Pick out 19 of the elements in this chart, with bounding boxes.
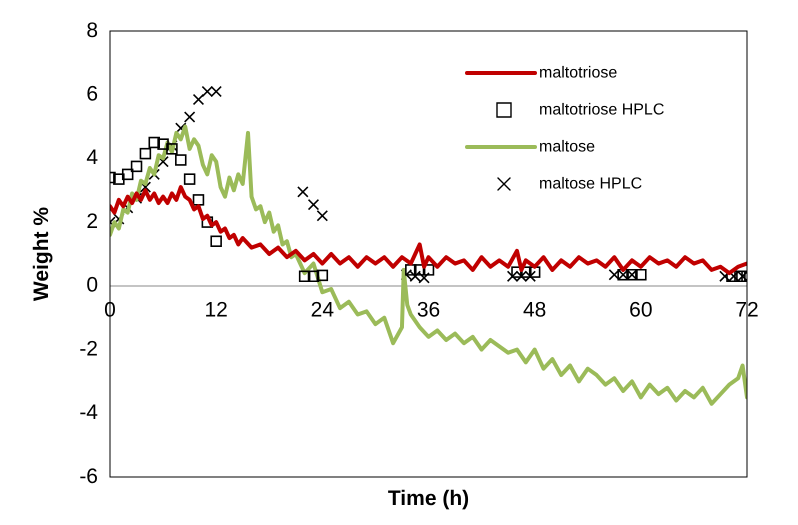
legend-label: maltotriose [539,64,618,82]
x-tick-label: 48 [522,298,546,322]
x-tick-label: 24 [310,298,334,322]
y-tick-label: -4 [79,401,98,424]
x-axis-title: Time (h) [388,486,470,510]
y-axis-title: Weight % [30,206,53,302]
y-tick-label: 2 [86,210,98,233]
legend-label: maltose HPLC [539,175,642,192]
y-tick-label: 6 [86,82,98,106]
y-tick-label: -2 [79,337,98,360]
y-tick-label: 8 [86,18,98,42]
y-tick-label: -6 [79,464,98,488]
legend-label: maltotriose HPLC [539,101,664,118]
x-tick-label: 12 [204,298,228,322]
y-tick-label: 4 [86,146,98,170]
x-tick-label: 60 [629,298,653,322]
legend-label: maltose [539,138,596,156]
x-tick-label: 36 [416,298,440,322]
y-tick-label: 0 [86,274,98,297]
